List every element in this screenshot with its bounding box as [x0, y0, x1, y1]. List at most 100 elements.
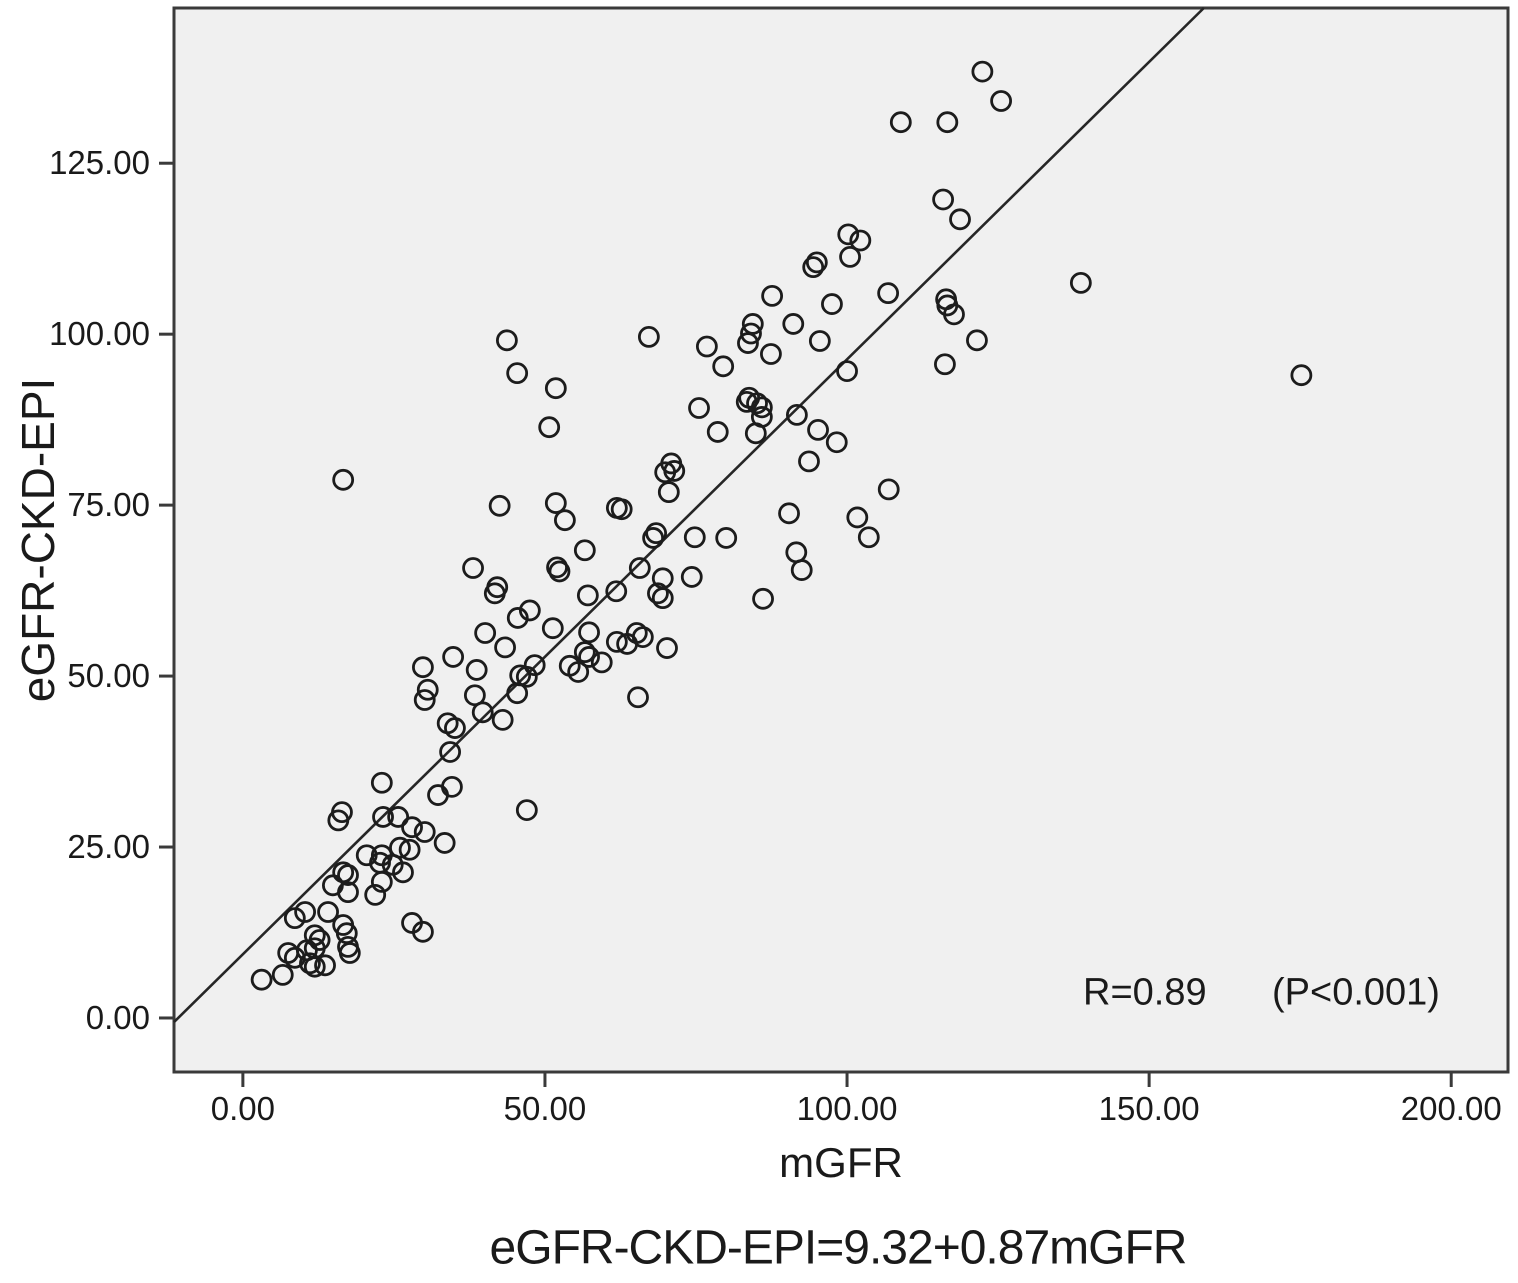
data-point: [442, 646, 465, 668]
data-point: [331, 801, 353, 824]
y-tick-label: 75.00: [67, 486, 150, 523]
data-point: [471, 701, 494, 724]
data-point: [538, 416, 561, 439]
data-point: [303, 924, 326, 947]
data-point: [370, 771, 393, 794]
data-point: [364, 883, 387, 906]
data-point: [416, 678, 439, 701]
y-tick-label: 100.00: [49, 315, 150, 352]
data-point: [372, 806, 394, 828]
regression-line: [173, 7, 1205, 1023]
data-point: [337, 864, 359, 886]
data-point: [576, 584, 599, 607]
data-point: [271, 963, 294, 986]
data-point: [590, 651, 613, 674]
correlation-annotation: R=0.89: [1083, 971, 1207, 1014]
data-point: [836, 360, 858, 383]
data-point: [1069, 271, 1092, 294]
data-point: [683, 526, 706, 549]
data-point: [387, 806, 410, 828]
pvalue-annotation: (P<0.001): [1272, 971, 1440, 1014]
data-point: [398, 838, 421, 861]
data-point: [412, 920, 434, 943]
data-point: [515, 799, 538, 822]
data-point: [494, 636, 516, 659]
data-point: [506, 362, 529, 385]
data-point: [444, 717, 466, 739]
data-point: [370, 871, 393, 893]
data-point: [695, 335, 718, 358]
data-point: [1290, 364, 1313, 387]
data-point: [401, 816, 423, 839]
data-point: [578, 646, 600, 668]
data-point: [663, 460, 686, 482]
data-point: [877, 282, 900, 305]
data-point: [657, 481, 680, 504]
data-point: [936, 111, 959, 134]
x-tick-label: 100.00: [797, 1090, 898, 1127]
y-tick-label: 0.00: [86, 999, 150, 1036]
data-point: [706, 421, 729, 443]
data-point: [573, 641, 596, 664]
data-point: [688, 397, 710, 419]
data-point: [518, 599, 541, 622]
data-point: [934, 353, 956, 376]
data-point: [750, 406, 773, 428]
data-point: [462, 557, 484, 579]
data-point: [642, 527, 665, 549]
data-point: [750, 396, 773, 419]
data-point: [647, 582, 669, 605]
data-point: [715, 527, 738, 549]
data-point: [299, 952, 321, 975]
data-point: [389, 836, 411, 859]
data-point: [392, 861, 414, 884]
data-point: [495, 329, 518, 352]
data-point: [544, 492, 567, 514]
data-point: [807, 419, 829, 441]
data-point: [740, 322, 762, 345]
data-point: [433, 832, 456, 854]
data-point: [250, 968, 273, 991]
data-point: [825, 431, 848, 454]
data-point: [628, 557, 651, 579]
data-point: [805, 251, 828, 274]
data-point: [949, 208, 971, 231]
data-point: [548, 560, 571, 583]
data-point: [553, 509, 576, 532]
data-point: [802, 256, 825, 279]
data-point: [413, 821, 436, 843]
data-point: [314, 954, 336, 977]
data-point: [837, 223, 860, 246]
data-point: [877, 478, 900, 501]
data-point: [785, 403, 808, 426]
data-point: [465, 659, 488, 681]
data-point: [338, 942, 361, 964]
data-point: [760, 343, 782, 365]
data-point: [651, 567, 674, 590]
regression-equation-caption: eGFR-CKD-EPI=9.32+0.87mGFR: [489, 1221, 1188, 1275]
data-point: [474, 622, 497, 644]
data-point: [573, 539, 596, 562]
data-point: [849, 229, 872, 252]
data-point: [283, 946, 306, 969]
data-point: [578, 621, 600, 644]
data-point: [808, 330, 831, 352]
x-tick-label: 0.00: [211, 1090, 275, 1127]
data-point: [990, 90, 1013, 112]
data-point: [412, 656, 434, 679]
data-point: [943, 303, 965, 326]
x-tick-label: 50.00: [504, 1090, 587, 1127]
data-point: [798, 450, 820, 473]
data-point: [790, 559, 813, 581]
data-point: [741, 313, 764, 335]
data-point: [294, 901, 317, 923]
data-point: [889, 111, 912, 134]
data-point: [627, 686, 649, 709]
data-point: [680, 566, 703, 588]
x-tick-label: 150.00: [1099, 1090, 1200, 1127]
data-point: [839, 246, 861, 268]
data-point: [413, 689, 436, 711]
data-point: [544, 377, 567, 400]
data-point: [463, 684, 486, 707]
